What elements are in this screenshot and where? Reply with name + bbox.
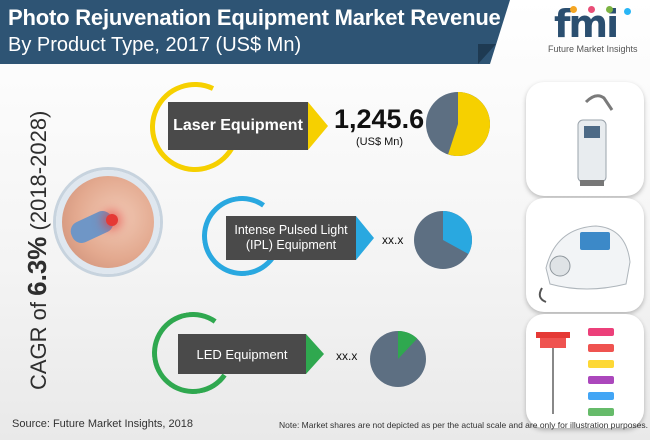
- ipl-value: xx.x: [382, 233, 404, 247]
- pie-slice: [448, 92, 490, 156]
- laser-label: Laser Equipment: [168, 102, 308, 150]
- led-value: xx.x: [336, 349, 358, 363]
- laser-unit: (US$ Mn): [356, 136, 404, 148]
- chart-title: Photo Rejuvenation Equipment Market Reve…: [8, 5, 501, 30]
- logo-dot: [624, 8, 631, 15]
- laser-device-image: [526, 82, 644, 196]
- led-label: LED Equipment: [178, 334, 306, 374]
- laser-arrow: [308, 102, 328, 150]
- led-arrow: [306, 334, 324, 374]
- fmi-logo: fmi Future Market Insights: [548, 2, 644, 58]
- ipl-share-pie: [414, 211, 472, 269]
- pie-slice: [443, 211, 472, 254]
- treatment-photo: [56, 170, 160, 274]
- laser-value: 1,245.6: [334, 104, 425, 134]
- title-banner: Photo Rejuvenation Equipment Market Reve…: [0, 0, 510, 64]
- ipl-device-image: [526, 198, 644, 312]
- disclaimer-note: Note: Market shares are not depicted as …: [279, 420, 649, 430]
- cagr-label: CAGR of 6.3% (2018-2028): [22, 110, 52, 390]
- chart-subtitle: By Product Type, 2017 (US$ Mn): [8, 34, 302, 56]
- logo-dot: [588, 6, 595, 13]
- ipl-arrow: [356, 216, 374, 260]
- logo-dot: [606, 6, 613, 13]
- ipl-label: Intense Pulsed Light (IPL) Equipment: [226, 216, 356, 260]
- laser-share-pie: [426, 92, 490, 156]
- led-share-pie: [370, 331, 426, 387]
- logo-subtitle: Future Market Insights: [548, 44, 638, 54]
- pie-slice: [398, 331, 418, 359]
- cagr-value: 6.3%: [22, 236, 52, 296]
- source-note: Source: Future Market Insights, 2018: [12, 418, 193, 430]
- logo-dot: [570, 6, 577, 13]
- led-device-image: [526, 314, 644, 428]
